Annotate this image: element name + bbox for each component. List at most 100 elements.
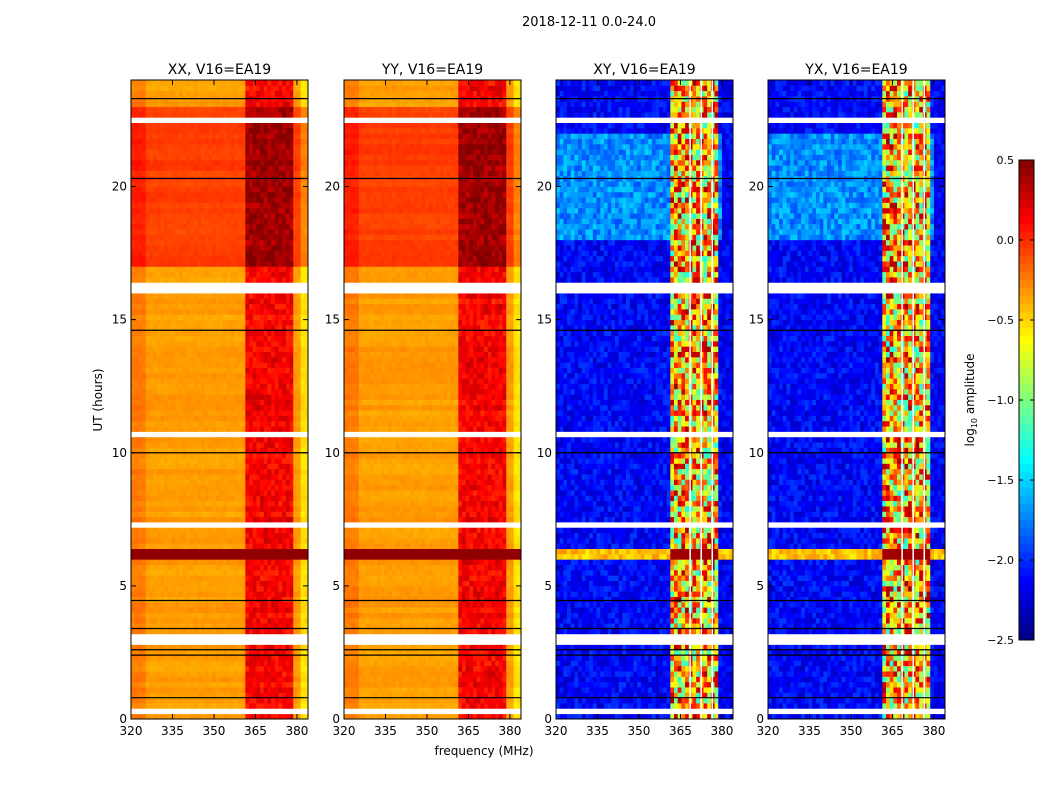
heatmap-cell — [193, 703, 198, 709]
heatmap-cell — [175, 218, 180, 225]
heatmap-cell — [131, 447, 136, 454]
heatmap-cell — [186, 165, 191, 171]
heatmap-cell — [145, 388, 150, 395]
heatmap-cell — [153, 607, 158, 613]
heatmap-cell — [212, 415, 217, 422]
heatmap-cell — [296, 186, 302, 193]
heatmap-cell — [278, 197, 283, 203]
heatmap-cell — [204, 378, 209, 384]
heatmap-cell — [289, 378, 294, 384]
heatmap-cell — [138, 426, 143, 432]
heatmap-cell — [285, 500, 290, 507]
heatmap-cell — [201, 463, 206, 470]
heatmap-cell — [164, 330, 169, 336]
heatmap-cell — [249, 596, 254, 603]
heatmap-cell — [178, 692, 184, 699]
heatmap-cell — [256, 527, 261, 534]
heatmap-cell — [182, 250, 187, 257]
heatmap-cell — [241, 356, 246, 363]
heatmap-cell — [256, 660, 261, 667]
heatmap-cell — [182, 415, 187, 422]
heatmap-cell — [142, 474, 147, 480]
heatmap-cell — [234, 394, 239, 400]
heatmap-cell — [197, 660, 202, 667]
heatmap-cell — [219, 623, 224, 629]
heatmap-cell — [285, 575, 290, 581]
heatmap-cell — [274, 452, 279, 459]
heatmap-cell — [252, 601, 257, 608]
heatmap-cell — [197, 490, 202, 496]
heatmap-cell — [226, 335, 231, 342]
heatmap-cell — [204, 335, 209, 342]
heatmap-cell — [274, 575, 279, 581]
heatmap-cell — [289, 250, 294, 257]
heatmap-cell — [252, 543, 257, 549]
heatmap-cell — [252, 548, 257, 555]
heatmap-cell — [131, 458, 136, 464]
heatmap-cell — [278, 671, 283, 677]
heatmap-cell — [142, 527, 147, 534]
heatmap-cell — [182, 569, 187, 576]
heatmap-cell — [249, 703, 254, 709]
heatmap-cell — [208, 261, 213, 267]
heatmap-cell — [256, 442, 261, 448]
heatmap-cell — [245, 537, 250, 544]
heatmap-cell — [171, 282, 176, 289]
heatmap-cell — [219, 266, 224, 273]
colorbar-label-main: log — [963, 428, 977, 446]
heatmap-cell — [289, 628, 294, 635]
heatmap-cell — [263, 340, 268, 347]
heatmap-cell — [252, 564, 257, 571]
heatmap-cell — [197, 308, 202, 315]
heatmap-cell — [304, 335, 309, 342]
heatmap-cell — [245, 575, 250, 581]
heatmap-cell — [241, 442, 246, 448]
heatmap-cell — [193, 298, 198, 305]
heatmap-cell — [193, 484, 198, 491]
heatmap-cell — [197, 569, 202, 576]
heatmap-cell — [267, 346, 272, 352]
heatmap-cell — [208, 580, 213, 587]
heatmap-cell — [282, 330, 287, 336]
heatmap-cell — [252, 596, 257, 603]
heatmap-cell — [223, 186, 228, 193]
heatmap-cell — [167, 378, 172, 384]
heatmap-cell — [197, 181, 202, 187]
heatmap-cell — [193, 383, 198, 390]
heatmap-cell — [160, 655, 165, 661]
heatmap-cell — [267, 506, 272, 512]
heatmap-cell — [219, 474, 224, 480]
heatmap-cell — [142, 287, 147, 294]
heatmap-cell — [245, 601, 250, 608]
heatmap-cell — [223, 303, 228, 310]
heatmap-cell — [282, 383, 287, 390]
heatmap-cell — [219, 607, 224, 613]
heatmap-cell — [241, 516, 246, 523]
heatmap-cell — [260, 308, 265, 315]
heatmap-cell — [256, 569, 261, 576]
heatmap-cell — [156, 261, 161, 267]
heatmap-cell — [304, 372, 309, 379]
heatmap-cell — [234, 186, 239, 193]
heatmap-cell — [234, 463, 239, 470]
heatmap-cell — [241, 607, 246, 613]
heatmap-cell — [178, 303, 184, 310]
heatmap-cell — [153, 713, 158, 720]
heatmap-cell — [230, 426, 235, 432]
heatmap-cell — [142, 442, 147, 448]
heatmap-cell — [282, 671, 287, 677]
heatmap-cell — [260, 447, 265, 454]
heatmap-cell — [271, 287, 276, 294]
heatmap-cell — [296, 607, 302, 613]
heatmap-cell — [131, 261, 136, 267]
heatmap-cell — [271, 452, 276, 459]
heatmap-cell — [175, 681, 180, 688]
heatmap-cell — [234, 697, 239, 704]
heatmap-cell — [278, 633, 283, 640]
heatmap-cell — [212, 639, 217, 645]
heatmap-cell — [274, 245, 279, 251]
heatmap-cell — [178, 207, 184, 214]
heatmap-cell — [197, 362, 202, 368]
heatmap-cell — [160, 415, 165, 422]
heatmap-cell — [260, 697, 265, 704]
